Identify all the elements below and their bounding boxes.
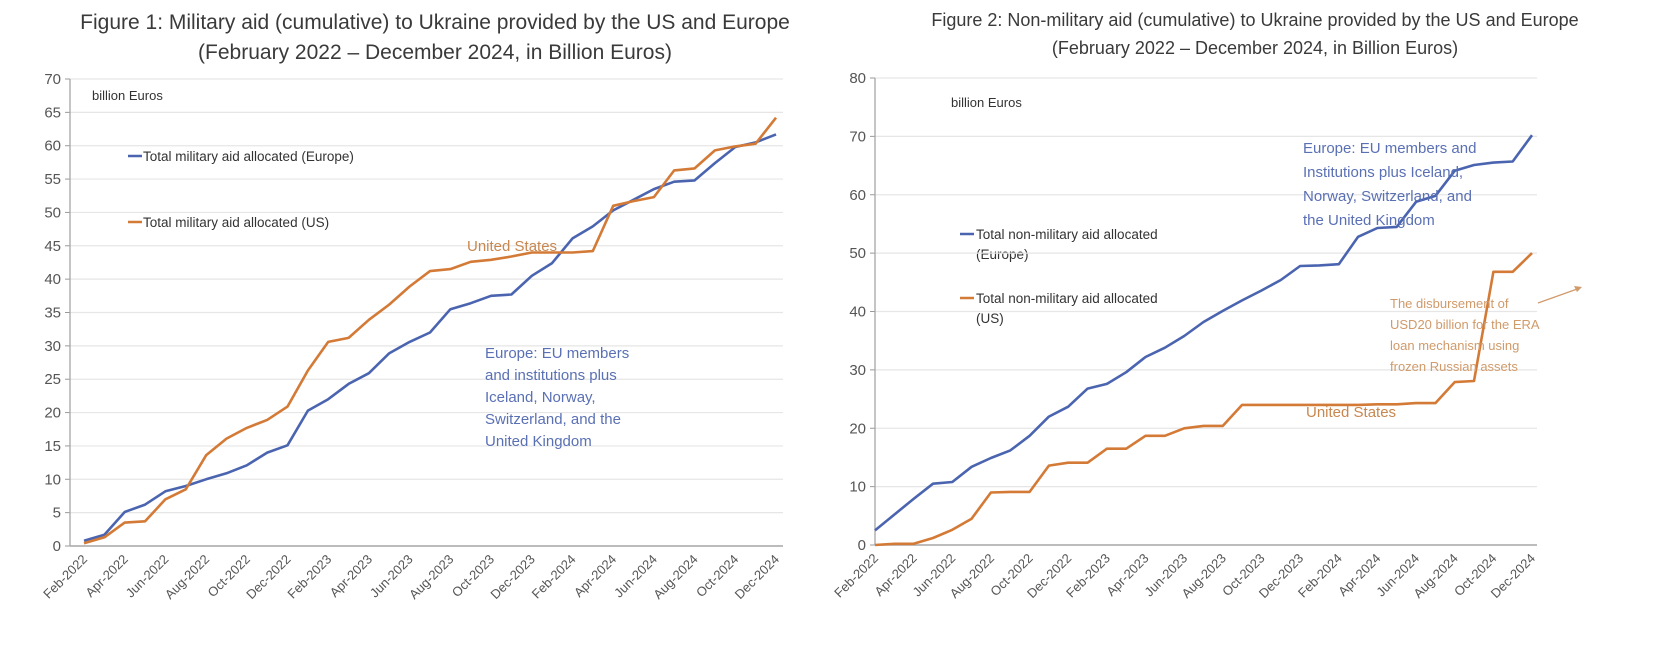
annotation-line: Europe: EU members xyxy=(485,345,629,362)
figure-1-x-tick-label: Feb-2023 xyxy=(284,552,334,602)
legend-label-europe-line2: (Europe) xyxy=(976,247,1029,262)
figure-1-x-tick-label: Feb-2022 xyxy=(40,552,90,602)
figure-2-annotation-era: The disbursement of USD20 billion for th… xyxy=(1390,286,1582,374)
legend-label-us: Total military aid allocated (US) xyxy=(143,215,329,230)
figure-1-title: Figure 1: Military aid (cumulative) to U… xyxy=(40,8,830,68)
figure-1-x-tick-label: Dec-2022 xyxy=(243,552,293,602)
figure-2-annotation-europe: Europe: EU members and Institutions plus… xyxy=(1303,140,1476,229)
figure-1-x-tick-label: Dec-2023 xyxy=(487,552,537,602)
figure-2-y-tick-label: 30 xyxy=(849,362,866,379)
figure-2-y-tick-label: 80 xyxy=(849,70,866,87)
figure-2-y-tick-label: 40 xyxy=(849,304,866,321)
figure-1-y-tick-label: 35 xyxy=(44,305,61,322)
annotation-line: Norway, Switzerland, and xyxy=(1303,188,1472,205)
figure-1-x-tick-label: Apr-2022 xyxy=(82,552,130,600)
figure-1-x-tick-label: Apr-2023 xyxy=(327,552,375,600)
figure-1-x-tick-label: Aug-2023 xyxy=(406,552,456,602)
figure-1-y-tick-label: 70 xyxy=(44,71,61,88)
figure-1-y-tick-label: 60 xyxy=(44,138,61,155)
annotation-line: and institutions plus xyxy=(485,367,617,384)
legend-label-europe: Total military aid allocated (Europe) xyxy=(143,149,354,164)
figure-1-legend: Total military aid allocated (Europe) To… xyxy=(128,149,354,230)
annotation-line: frozen Russian assets xyxy=(1390,359,1518,374)
figure-2-y-tick-label: 10 xyxy=(849,479,866,496)
figure-2-y-tick-label: 50 xyxy=(849,245,866,262)
figure-2-annotation-us: United States xyxy=(1306,404,1396,421)
figure-1-y-tick-label: 40 xyxy=(44,271,61,288)
annotation-line: The disbursement of xyxy=(1390,296,1509,311)
figure-1-y-tick-label: 5 xyxy=(53,505,61,522)
figure-2-y-tick-label: 60 xyxy=(849,187,866,204)
annotation-line: USD20 billion for the ERA xyxy=(1390,317,1540,332)
figure-1-y-tick-label: 20 xyxy=(44,405,61,422)
annotation-line: United Kingdom xyxy=(485,433,592,450)
figure-2-y-tick-label: 20 xyxy=(849,420,866,437)
legend-label-us-line2: (US) xyxy=(976,311,1004,326)
figure-2-title: Figure 2: Non-military aid (cumulative) … xyxy=(860,6,1650,62)
figure-1-annotation-us: United States xyxy=(467,238,557,255)
annotation-line: Institutions plus Iceland, xyxy=(1303,164,1463,181)
figure-1-y-tick-label: 65 xyxy=(44,104,61,121)
annotation-line: Switzerland, and the xyxy=(485,411,621,428)
figure-1-x-tick-label: Dec-2024 xyxy=(732,552,782,602)
figure-2-subtitle: (February 2022 – December 2024, in Billi… xyxy=(1051,38,1459,58)
figure-1-x-tick-label: Feb-2024 xyxy=(529,552,579,602)
figure-1-unit-label: billion Euros xyxy=(92,88,163,103)
figure-2-x-tick-label: Feb-2022 xyxy=(831,551,881,601)
annotation-arrow-head-icon xyxy=(1574,286,1582,292)
annotation-arrow-line xyxy=(1537,287,1581,304)
annotation-line: the United Kingdom xyxy=(1303,212,1435,229)
figure-1-y-tick-label: 55 xyxy=(44,171,61,188)
figure-1-y-tick-label: 25 xyxy=(44,371,61,388)
figure-1-y-tick-label: 15 xyxy=(44,438,61,455)
figure-1-y-tick-label: 10 xyxy=(44,471,61,488)
figure-2-y-tick-label: 0 xyxy=(858,537,866,554)
figure-1-annotation-europe: Europe: EU members and institutions plus… xyxy=(485,345,629,450)
figure-2-title-line: Figure 2: Non-military aid (cumulative) … xyxy=(931,10,1579,30)
figure-2-y-tick-label: 70 xyxy=(849,128,866,145)
figure-1-y-tick-label: 45 xyxy=(44,238,61,255)
figure-1-y-tick-label: 0 xyxy=(53,538,61,555)
annotation-line: loan mechanism using xyxy=(1390,338,1519,353)
annotation-line: Iceland, Norway, xyxy=(485,389,596,406)
figure-2-unit-label: billion Euros xyxy=(951,95,1022,110)
figure-1-title-line: Figure 1: Military aid (cumulative) to U… xyxy=(80,11,790,34)
figure-1-x-tick-label: Aug-2024 xyxy=(650,552,700,602)
figure-1-subtitle: (February 2022 – December 2024, in Billi… xyxy=(198,41,672,64)
figure-1-x-tick-label: Apr-2024 xyxy=(571,552,619,600)
figure-1-y-tick-label: 30 xyxy=(44,338,61,355)
figure-2-legend: Total non-military aid allocated (Europe… xyxy=(960,227,1158,326)
legend-label-us-line1: Total non-military aid allocated xyxy=(976,291,1158,306)
figure-1-y-tick-label: 50 xyxy=(44,204,61,221)
legend-label-europe-line1: Total non-military aid allocated xyxy=(976,227,1158,242)
annotation-line: Europe: EU members and xyxy=(1303,140,1476,157)
figure-1-x-tick-label: Aug-2022 xyxy=(162,552,212,602)
